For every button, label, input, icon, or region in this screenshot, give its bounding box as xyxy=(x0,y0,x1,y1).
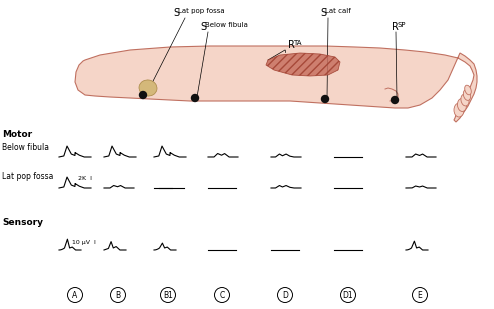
Ellipse shape xyxy=(463,90,471,100)
Ellipse shape xyxy=(454,103,464,117)
Text: Lat pop fossa: Lat pop fossa xyxy=(178,8,225,14)
Text: S: S xyxy=(200,22,206,32)
Ellipse shape xyxy=(465,85,471,95)
Text: D1: D1 xyxy=(343,290,353,299)
Ellipse shape xyxy=(461,94,469,106)
Circle shape xyxy=(278,287,292,303)
Text: Lat calf: Lat calf xyxy=(325,8,351,14)
Text: B1: B1 xyxy=(163,290,173,299)
Ellipse shape xyxy=(457,99,466,112)
Text: Below fibula: Below fibula xyxy=(2,143,49,152)
Text: S: S xyxy=(320,8,326,18)
Text: Sensory: Sensory xyxy=(2,218,43,227)
Circle shape xyxy=(68,287,82,303)
Text: Lat pop fossa: Lat pop fossa xyxy=(2,172,53,181)
Circle shape xyxy=(214,287,230,303)
Circle shape xyxy=(139,91,147,99)
Circle shape xyxy=(111,287,125,303)
Text: A: A xyxy=(73,290,78,299)
Text: B: B xyxy=(116,290,121,299)
Text: SP: SP xyxy=(397,22,406,28)
Circle shape xyxy=(322,95,329,103)
Circle shape xyxy=(340,287,356,303)
Text: C: C xyxy=(219,290,225,299)
Text: D: D xyxy=(282,290,288,299)
Text: R: R xyxy=(288,40,295,50)
Text: Below fibula: Below fibula xyxy=(205,22,248,28)
Circle shape xyxy=(192,95,199,101)
Polygon shape xyxy=(266,53,340,76)
Text: S: S xyxy=(173,8,179,18)
Text: R: R xyxy=(392,22,399,32)
Circle shape xyxy=(392,96,399,104)
Polygon shape xyxy=(75,46,477,122)
Circle shape xyxy=(412,287,427,303)
Text: 10 μV  I: 10 μV I xyxy=(72,240,96,245)
Ellipse shape xyxy=(139,80,157,96)
Text: Motor: Motor xyxy=(2,130,32,139)
Text: E: E xyxy=(417,290,422,299)
Text: 2K  I: 2K I xyxy=(78,176,92,181)
Circle shape xyxy=(161,287,175,303)
Text: TA: TA xyxy=(293,40,301,46)
